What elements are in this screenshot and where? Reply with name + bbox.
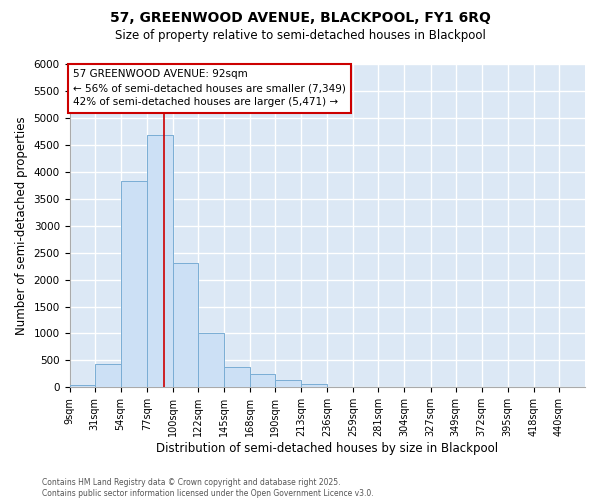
Bar bbox=[121, 182, 147, 388]
Bar bbox=[224, 367, 250, 388]
Bar bbox=[147, 135, 173, 388]
Text: 57, GREENWOOD AVENUE, BLACKPOOL, FY1 6RQ: 57, GREENWOOD AVENUE, BLACKPOOL, FY1 6RQ bbox=[110, 12, 490, 26]
X-axis label: Distribution of semi-detached houses by size in Blackpool: Distribution of semi-detached houses by … bbox=[156, 442, 499, 455]
Bar bbox=[250, 374, 275, 388]
Bar bbox=[173, 264, 198, 388]
Bar bbox=[95, 364, 121, 388]
Bar bbox=[70, 384, 95, 388]
Text: 57 GREENWOOD AVENUE: 92sqm
← 56% of semi-detached houses are smaller (7,349)
42%: 57 GREENWOOD AVENUE: 92sqm ← 56% of semi… bbox=[73, 70, 346, 108]
Text: Contains HM Land Registry data © Crown copyright and database right 2025.
Contai: Contains HM Land Registry data © Crown c… bbox=[42, 478, 374, 498]
Y-axis label: Number of semi-detached properties: Number of semi-detached properties bbox=[15, 116, 28, 335]
Bar bbox=[275, 380, 301, 388]
Bar bbox=[198, 334, 224, 388]
Text: Size of property relative to semi-detached houses in Blackpool: Size of property relative to semi-detach… bbox=[115, 28, 485, 42]
Bar bbox=[301, 384, 327, 388]
